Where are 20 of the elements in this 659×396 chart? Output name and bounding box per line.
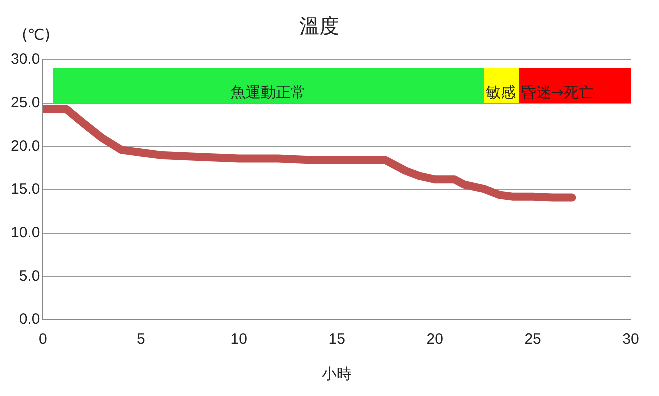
band-label: 敏感 xyxy=(486,84,516,102)
x-axis-title: 小時 xyxy=(322,364,352,383)
y-tick-label: 0.0 xyxy=(19,311,40,328)
y-tick-label: 5.0 xyxy=(19,268,40,285)
y-tick-label: 20.0 xyxy=(10,138,40,155)
x-tick-label: 20 xyxy=(426,331,444,348)
y-tick-label: 15.0 xyxy=(10,181,40,198)
y-tick-label: 30.0 xyxy=(10,51,40,68)
band-label: 昏迷→死亡 xyxy=(521,84,594,102)
x-tick-label: 5 xyxy=(136,331,146,348)
y-tick-label: 10.0 xyxy=(10,224,40,242)
x-tick-label: 10 xyxy=(230,331,248,348)
chart-title: 溫度 xyxy=(300,14,340,38)
x-tick-label: 25 xyxy=(524,331,542,348)
band-label: 魚運動正常 xyxy=(231,84,306,102)
x-tick-label: 0 xyxy=(39,331,48,348)
x-tick-label: 15 xyxy=(328,331,346,348)
y-tick-label: 25.0 xyxy=(10,94,40,112)
y-axis-title: (℃) xyxy=(22,26,51,44)
x-tick-label: 30 xyxy=(622,331,640,348)
